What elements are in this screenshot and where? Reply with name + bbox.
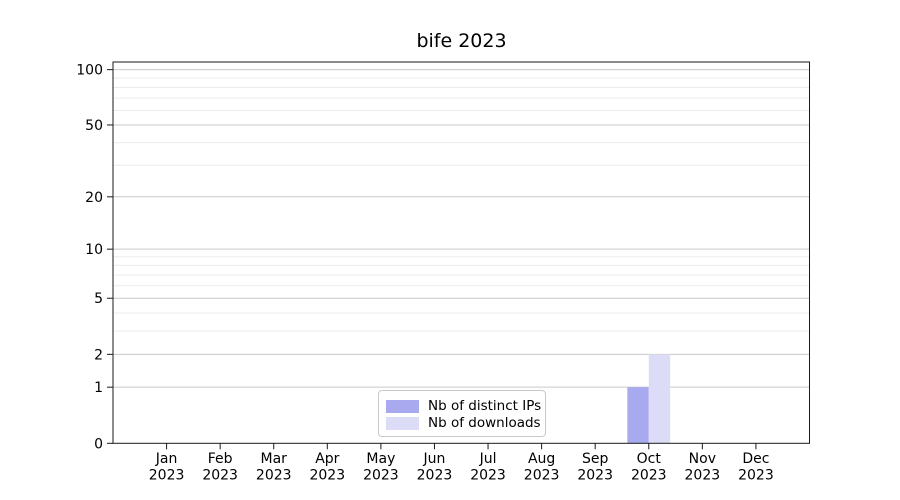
legend-swatch-distinct-ips-icon bbox=[386, 400, 419, 413]
legend-label-downloads: Nb of downloads bbox=[428, 415, 541, 431]
x-tick-label-year: 2023 bbox=[577, 468, 613, 484]
x-tick-label-month: Feb bbox=[208, 451, 233, 467]
legend-label-distinct-ips: Nb of distinct IPs bbox=[428, 398, 542, 414]
y-tick-label: 0 bbox=[94, 436, 103, 452]
x-tick-label-month: Jun bbox=[423, 451, 446, 467]
x-tick-label-month: Oct bbox=[637, 451, 662, 467]
x-tick-label-year: 2023 bbox=[631, 468, 667, 484]
x-tick-label-month: Dec bbox=[742, 451, 769, 467]
x-tick-label-year: 2023 bbox=[417, 468, 453, 484]
x-tick-label-year: 2023 bbox=[524, 468, 560, 484]
x-tick-label-year: 2023 bbox=[363, 468, 399, 484]
x-tick-label-month: Aug bbox=[528, 451, 555, 467]
y-tick-label: 20 bbox=[85, 190, 103, 206]
x-tick-label-month: May bbox=[366, 451, 395, 467]
x-tick-label-year: 2023 bbox=[685, 468, 721, 484]
chart-title: bife 2023 bbox=[416, 30, 507, 52]
x-tick-label-month: Nov bbox=[689, 451, 716, 467]
x-tick-label-month: Apr bbox=[315, 451, 339, 467]
bar-oct-series1 bbox=[648, 354, 671, 444]
y-tick-label: 10 bbox=[85, 242, 103, 258]
bar-oct-series0 bbox=[627, 387, 649, 444]
legend: Nb of distinct IPs Nb of downloads bbox=[378, 390, 547, 437]
y-tick-label: 5 bbox=[94, 291, 103, 307]
x-tick-label-year: 2023 bbox=[470, 468, 506, 484]
y-tick-label: 1 bbox=[94, 380, 103, 396]
axes-spines bbox=[112, 61, 810, 444]
legend-item-downloads: Nb of downloads bbox=[386, 416, 541, 431]
x-tick-label-year: 2023 bbox=[202, 468, 238, 484]
x-tick-label-year: 2023 bbox=[149, 468, 185, 484]
legend-swatch-downloads-icon bbox=[386, 417, 419, 430]
x-tick-label-month: Jan bbox=[155, 451, 178, 467]
x-tick-label-month: Sep bbox=[582, 451, 609, 467]
x-tick-label-month: Mar bbox=[261, 451, 288, 467]
y-tick-label: 2 bbox=[94, 347, 103, 363]
x-tick-label-month: Jul bbox=[479, 451, 497, 467]
y-tick-label: 100 bbox=[76, 63, 103, 79]
x-tick-label-year: 2023 bbox=[309, 468, 345, 484]
x-tick-label-year: 2023 bbox=[256, 468, 292, 484]
y-tick-label: 50 bbox=[85, 118, 103, 134]
x-tick-label-year: 2023 bbox=[738, 468, 774, 484]
legend-item-distinct-ips: Nb of distinct IPs bbox=[386, 399, 541, 414]
